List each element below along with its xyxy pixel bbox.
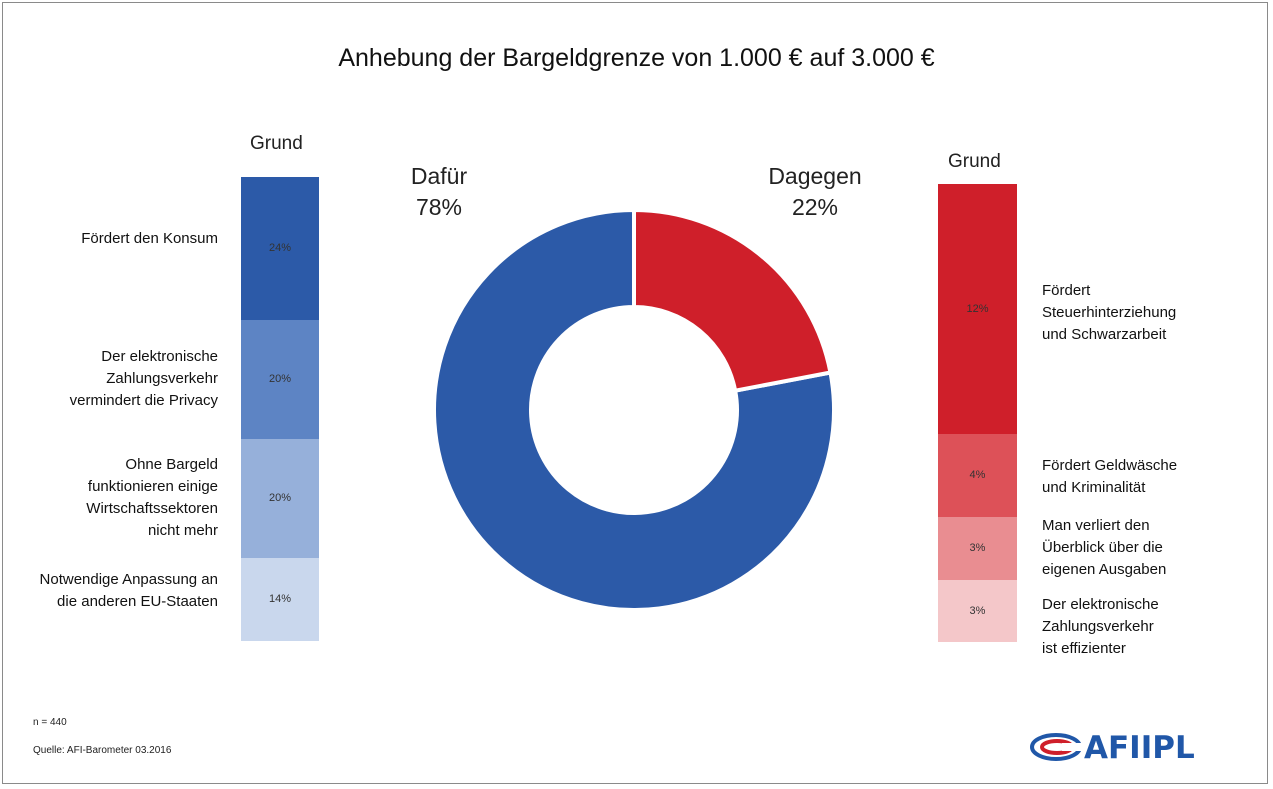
right-bar-category-label-line: und Schwarzarbeit: [1042, 325, 1167, 343]
left-bar-category-label: Fördert den Konsum: [12, 228, 218, 250]
left-bar-category-label-line: Wirtschaftssektoren: [86, 500, 218, 518]
right-bar-category-label-line: Fördert Geldwäsche: [1042, 457, 1178, 475]
left-bar-category-label: Notwendige Anpassung an die anderen EU-St…: [12, 569, 218, 613]
donut-slice-dagegen: [632, 207, 833, 394]
left-bar-category-label-line: nicht mehr: [147, 522, 218, 540]
right-bar-category-label-line: und Kriminalität: [1042, 479, 1146, 497]
logo-swoosh-icon: [1030, 733, 1084, 761]
left-bar-segment-value: 20%: [268, 492, 292, 505]
right-bar-category-label: Fördert Geldwäsche und Kriminalität: [1042, 455, 1242, 499]
logo-text: AFIIPL: [1084, 730, 1195, 766]
left-bar-category-label: Der elektronische Zahlungsverkehr verminde…: [12, 346, 218, 412]
right-stacked-bar: 12% 4% 3% 3%: [938, 184, 1017, 642]
chart-title: Anhebung der Bargeldgrenze von 1.000 € a…: [338, 44, 935, 72]
left-bar-segment: 20%: [241, 319, 319, 439]
left-bar-category-label-line: Der elektronische: [101, 348, 218, 366]
left-bar-segment: 20%: [241, 438, 319, 558]
donut-label-dagegen-value: 22%: [791, 194, 839, 220]
donut-label-dagegen: Dagegen 22%: [760, 161, 870, 223]
right-bar-segment: 4%: [938, 433, 1017, 518]
left-bar-segment: 24%: [241, 177, 319, 320]
donut-slice-dafuer: [432, 207, 836, 612]
left-bar-category-label-line: Ohne Bargeld: [125, 456, 218, 474]
left-bar-category-label-line: die anderen EU-Staaten: [57, 593, 218, 611]
right-bar-segment: 3%: [938, 517, 1017, 580]
sample-size: n = 440: [33, 717, 67, 728]
donut-label-dafuer: Dafür 78%: [396, 161, 482, 223]
right-bar-heading: Grund: [948, 151, 1001, 172]
left-bar-category-label: Ohne Bargeld funktionieren einige Wirtscha…: [12, 454, 218, 542]
donut-label-dagegen-name: Dagegen: [768, 163, 862, 189]
left-bar-segment-value: 20%: [268, 373, 292, 386]
right-bar-category-label: Fördert Steuerhinterziehung und Schwarzarb…: [1042, 280, 1242, 346]
right-bar-category-label: Man verliert den Überblick über die eigene…: [1042, 515, 1242, 581]
right-bar-category-label-line: Fördert: [1042, 281, 1091, 299]
donut-label-dafuer-value: 78%: [415, 194, 463, 220]
right-bar-category-label-line: Man verliert den: [1042, 517, 1150, 535]
right-bar-category-label-line: Zahlungsverkehr: [1042, 617, 1154, 635]
right-bar-category-label-line: Steuerhinterziehung: [1042, 303, 1177, 321]
right-bar-segment: 3%: [938, 579, 1017, 642]
right-bar-category-label-line: Der elektronische: [1042, 595, 1159, 613]
donut-chart: [432, 207, 836, 612]
right-bar-segment-value: 12%: [966, 302, 989, 315]
left-bar-category-label-line: vermindert die Privacy: [69, 392, 218, 410]
right-bar-segment-value: 3%: [969, 604, 986, 617]
afi-ipl-logo: AFIIPL: [1030, 728, 1225, 766]
left-bar-category-label-line: Notwendige Anpassung an: [39, 571, 218, 589]
left-bar-segment-value: 14%: [268, 593, 292, 606]
source-note: Quelle: AFI-Barometer 03.2016: [33, 745, 172, 756]
left-bar-category-label-line: funktionieren einige: [87, 478, 218, 496]
right-bar-category-label-line: eigenen Ausgaben: [1042, 561, 1167, 579]
right-bar-category-label-line: ist effizienter: [1042, 639, 1126, 657]
left-bar-category-label-line: Fördert den Konsum: [81, 230, 218, 248]
left-bar-segment: 14%: [241, 557, 319, 641]
right-bar-segment: 12%: [938, 184, 1017, 434]
left-stacked-bar: 24% 20% 20% 14%: [241, 177, 319, 641]
right-bar-category-label: Der elektronische Zahlungsverkehr ist effi…: [1042, 594, 1242, 660]
right-bar-category-label-line: Überblick über die: [1042, 539, 1163, 557]
right-bar-segment-value: 4%: [969, 469, 986, 482]
left-bar-category-label-line: Zahlungsverkehr: [106, 370, 218, 388]
right-bar-segment-value: 3%: [969, 542, 986, 555]
left-bar-segment-value: 24%: [268, 242, 292, 255]
left-bar-heading: Grund: [250, 133, 303, 154]
donut-label-dafuer-name: Dafür: [410, 163, 468, 189]
